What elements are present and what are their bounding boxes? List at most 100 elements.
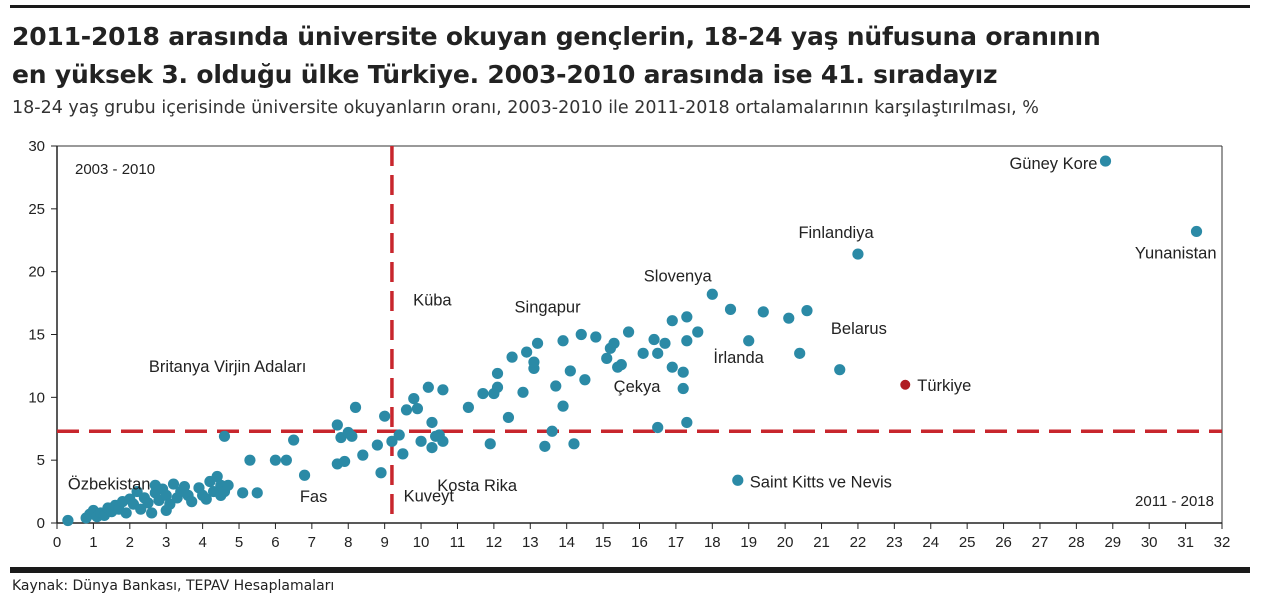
- data-point: [477, 387, 489, 400]
- data-point: [648, 333, 660, 346]
- data-point: [415, 435, 427, 447]
- data-point: [146, 507, 158, 519]
- x-tick-label: 30: [1141, 534, 1158, 551]
- data-point: [546, 425, 558, 437]
- data-point: [1190, 225, 1203, 238]
- data-point: [724, 303, 737, 315]
- x-tick-label: 0: [53, 534, 61, 551]
- data-point: [622, 326, 635, 338]
- y-axis-period-label: 2003 - 2010: [75, 161, 155, 178]
- data-point: [783, 312, 795, 324]
- data-point: [386, 435, 398, 447]
- data-point: [557, 400, 569, 412]
- x-tick-label: 14: [558, 534, 575, 551]
- y-tick-label: 0: [37, 515, 45, 532]
- data-point: [331, 419, 343, 431]
- y-tick-label: 20: [28, 264, 45, 281]
- title-line-2: en yüksek 3. olduğu ülke Türkiye. 2003-2…: [12, 60, 998, 89]
- data-point: [666, 361, 678, 373]
- x-tick-label: 20: [777, 534, 794, 551]
- bottom-rule: [10, 567, 1250, 573]
- data-point: [411, 403, 424, 415]
- data-point: [794, 347, 806, 359]
- x-tick-label: 27: [1032, 534, 1049, 551]
- data-point: [502, 411, 515, 424]
- x-tick-label: 21: [813, 534, 830, 551]
- x-tick-label: 22: [850, 534, 867, 551]
- x-tick-label: 4: [198, 534, 206, 551]
- data-point: [506, 351, 518, 363]
- x-tick-label: 5: [235, 534, 243, 551]
- data-point: [357, 449, 369, 461]
- point-label: Belarus: [831, 320, 887, 338]
- data-point: [517, 386, 529, 398]
- data-point: [346, 430, 358, 442]
- data-point: [550, 380, 562, 392]
- highlight-label: Türkiye: [917, 377, 971, 395]
- data-point: [200, 493, 212, 505]
- data-point: [666, 315, 678, 327]
- data-point: [164, 498, 176, 510]
- x-axis-period-label: 2011 - 2018: [1135, 493, 1214, 510]
- point-label: Güney Kore: [1009, 155, 1097, 173]
- data-point: [120, 507, 132, 519]
- data-point: [131, 485, 143, 498]
- source-note: Kaynak: Dünya Bankası, TEPAV Hesaplamala…: [12, 578, 335, 594]
- data-point: [531, 337, 544, 349]
- x-tick-label: 17: [668, 534, 685, 551]
- data-point: [160, 489, 172, 501]
- x-tick-label: 1: [89, 534, 97, 551]
- y-tick-label: 10: [28, 389, 45, 406]
- x-tick-label: 31: [1177, 534, 1194, 551]
- title-line-1: 2011-2018 arasında üniversite okuyan gen…: [12, 22, 1101, 51]
- chart-subtitle: 18-24 yaş grubu içerisinde üniversite ok…: [12, 98, 1039, 118]
- data-point: [178, 480, 191, 493]
- data-point: [615, 359, 627, 371]
- point-label: İrlanda: [713, 348, 764, 367]
- data-point: [681, 416, 693, 429]
- x-tick-label: 11: [450, 534, 466, 551]
- data-point: [426, 416, 438, 429]
- x-tick-label: 12: [486, 534, 503, 551]
- point-label: Britanya Virjin Adaları: [149, 358, 306, 376]
- x-tick-label: 18: [704, 534, 721, 551]
- x-tick-label: 9: [380, 534, 388, 551]
- point-label: Özbekistan: [68, 475, 151, 493]
- data-point: [579, 374, 591, 386]
- point-label: Yunanistan: [1135, 244, 1217, 262]
- point-label: Slovenya: [644, 267, 713, 285]
- data-point: [251, 487, 263, 499]
- x-tick-label: 3: [162, 534, 170, 551]
- data-point: [557, 335, 569, 347]
- data-point: [222, 479, 234, 491]
- data-point: [298, 469, 311, 481]
- y-tick-label: 25: [28, 201, 45, 218]
- data-point: [677, 382, 689, 395]
- data-point: [491, 367, 504, 380]
- data-point: [652, 347, 664, 359]
- x-tick-label: 26: [995, 534, 1012, 551]
- data-point: [834, 364, 846, 376]
- data-point: [186, 496, 198, 508]
- point-label: Finlandiya: [798, 224, 874, 242]
- data-point: [269, 454, 282, 466]
- data-point: [484, 438, 496, 450]
- data-point: [244, 454, 256, 466]
- data-point: [288, 434, 300, 446]
- x-tick-label: 13: [522, 534, 539, 551]
- data-point: [397, 448, 409, 460]
- data-point: [135, 503, 147, 515]
- point-label: Saint Kitts ve Nevis: [750, 473, 892, 491]
- x-tick-label: 29: [1104, 534, 1121, 551]
- data-point: [167, 478, 180, 490]
- data-point: [757, 306, 769, 318]
- x-tick-label: 7: [308, 534, 316, 551]
- data-point: [652, 421, 664, 434]
- data-point: [280, 454, 292, 466]
- highlight-point: [900, 379, 911, 390]
- y-tick-label: 5: [37, 452, 45, 469]
- y-tick-label: 15: [28, 327, 45, 344]
- top-rule: [10, 5, 1250, 8]
- data-point: [218, 430, 231, 442]
- point-label: Kosta Rika: [437, 477, 518, 495]
